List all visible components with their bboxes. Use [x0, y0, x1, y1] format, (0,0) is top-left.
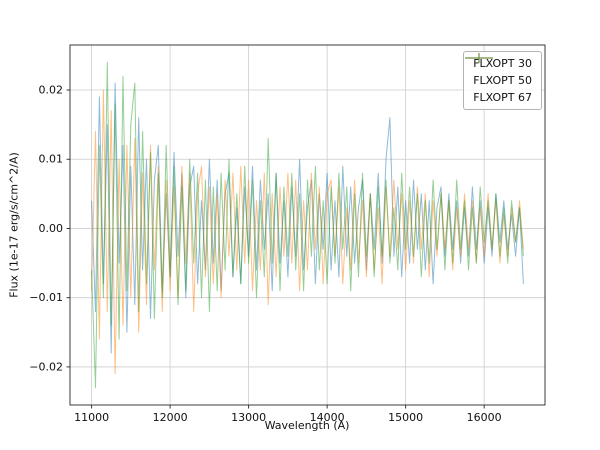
svg-text:12000: 12000	[153, 411, 188, 424]
svg-text:16000: 16000	[467, 411, 502, 424]
svg-text:0.01: 0.01	[39, 153, 64, 166]
y-axis-label: Flux (1e-17 erg/s/cm^2/A)	[7, 152, 21, 298]
svg-text:15000: 15000	[388, 411, 423, 424]
legend-marker	[465, 53, 494, 63]
legend-label: FLXOPT 30	[473, 57, 532, 70]
legend-label: FLXOPT 67	[473, 91, 532, 104]
svg-text:13000: 13000	[231, 411, 266, 424]
svg-text:0.02: 0.02	[39, 84, 64, 97]
svg-text:11000: 11000	[74, 411, 109, 424]
legend: FLXOPT 30 FLXOPT 50 FLXOPT 67	[463, 51, 542, 110]
x-axis-label: Wavelength (A)	[264, 419, 350, 432]
legend-label: FLXOPT 50	[473, 74, 532, 87]
svg-text:14000: 14000	[310, 411, 345, 424]
legend-item: FLXOPT 50	[465, 53, 532, 87]
svg-text:−0.01: −0.01	[29, 291, 63, 304]
legend-item: FLXOPT 67	[465, 53, 532, 104]
svg-text:0.00: 0.00	[39, 222, 64, 235]
svg-text:−0.02: −0.02	[29, 360, 63, 373]
